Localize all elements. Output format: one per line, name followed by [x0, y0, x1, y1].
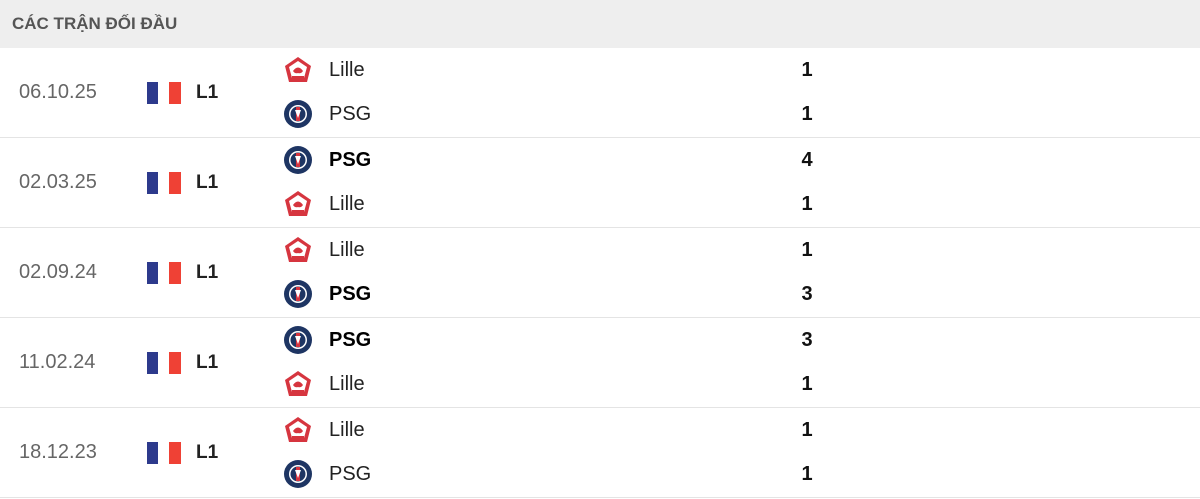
match-row[interactable]: 02.09.24 L1 Lille 1 PSG 3 — [0, 228, 1200, 318]
psg-logo-icon — [284, 100, 312, 128]
france-flag-icon — [147, 442, 181, 464]
league-label: L1 — [196, 82, 219, 103]
match-row[interactable]: 02.03.25 L1 PSG 4 Lille 1 — [0, 138, 1200, 228]
league-label: L1 — [196, 262, 219, 283]
team: PSG — [283, 452, 371, 496]
team-score: 1 — [801, 239, 813, 261]
team: Lille — [283, 182, 365, 226]
team-score: 1 — [801, 103, 813, 125]
france-flag-icon — [147, 82, 181, 104]
team: PSG — [283, 272, 371, 316]
match-date: 02.09.24 — [19, 261, 97, 283]
match-list: 06.10.25 L1 Lille 1 PSG 1 02.03.25 L1 PSG 4 L… — [0, 48, 1200, 498]
team-name: PSG — [329, 282, 372, 305]
team: PSG — [283, 138, 371, 182]
team: PSG — [283, 92, 371, 136]
lille-logo-icon — [285, 417, 311, 442]
section-title: CÁC TRẬN ĐỐI ĐẦU — [12, 14, 178, 33]
match-row[interactable]: 11.02.24 L1 PSG 3 Lille 1 — [0, 318, 1200, 408]
team: Lille — [283, 228, 365, 272]
team-score: 3 — [801, 283, 813, 305]
psg-logo-icon — [284, 280, 312, 308]
lille-logo-icon — [285, 371, 311, 396]
match-date: 11.02.24 — [19, 351, 96, 373]
team-score: 1 — [801, 463, 813, 485]
team-name: PSG — [329, 328, 372, 351]
league-label: L1 — [196, 442, 219, 463]
france-flag-icon — [147, 172, 181, 194]
lille-logo-icon — [285, 191, 311, 216]
match-date: 02.03.25 — [19, 171, 97, 193]
team: PSG — [283, 318, 371, 362]
team-name: Lille — [329, 58, 365, 81]
team-name: PSG — [329, 462, 372, 485]
team-score: 3 — [801, 329, 813, 351]
team-score: 1 — [801, 193, 813, 215]
team-name: PSG — [329, 148, 372, 171]
team-score: 4 — [801, 149, 813, 171]
team-score: 1 — [801, 419, 813, 441]
team-score: 1 — [801, 373, 813, 395]
match-date: 06.10.25 — [19, 81, 97, 103]
team-name: Lille — [329, 238, 365, 261]
team-name: PSG — [329, 102, 372, 125]
psg-logo-icon — [284, 460, 312, 488]
france-flag-icon — [147, 352, 181, 374]
team-score: 1 — [801, 59, 813, 81]
section-header: CÁC TRẬN ĐỐI ĐẦU — [0, 0, 1200, 48]
match-date: 18.12.23 — [19, 441, 97, 463]
team-name: Lille — [329, 418, 365, 441]
team-name: Lille — [329, 372, 365, 395]
match-row[interactable]: 18.12.23 L1 Lille 1 PSG 1 — [0, 408, 1200, 498]
lille-logo-icon — [285, 237, 311, 262]
psg-logo-icon — [284, 326, 312, 354]
team: Lille — [283, 362, 365, 406]
team: Lille — [283, 408, 365, 452]
team-name: Lille — [329, 192, 365, 215]
league-label: L1 — [196, 172, 219, 193]
france-flag-icon — [147, 262, 181, 284]
lille-logo-icon — [285, 57, 311, 82]
psg-logo-icon — [284, 146, 312, 174]
league-label: L1 — [196, 352, 219, 373]
match-row[interactable]: 06.10.25 L1 Lille 1 PSG 1 — [0, 48, 1200, 138]
team: Lille — [283, 48, 365, 92]
